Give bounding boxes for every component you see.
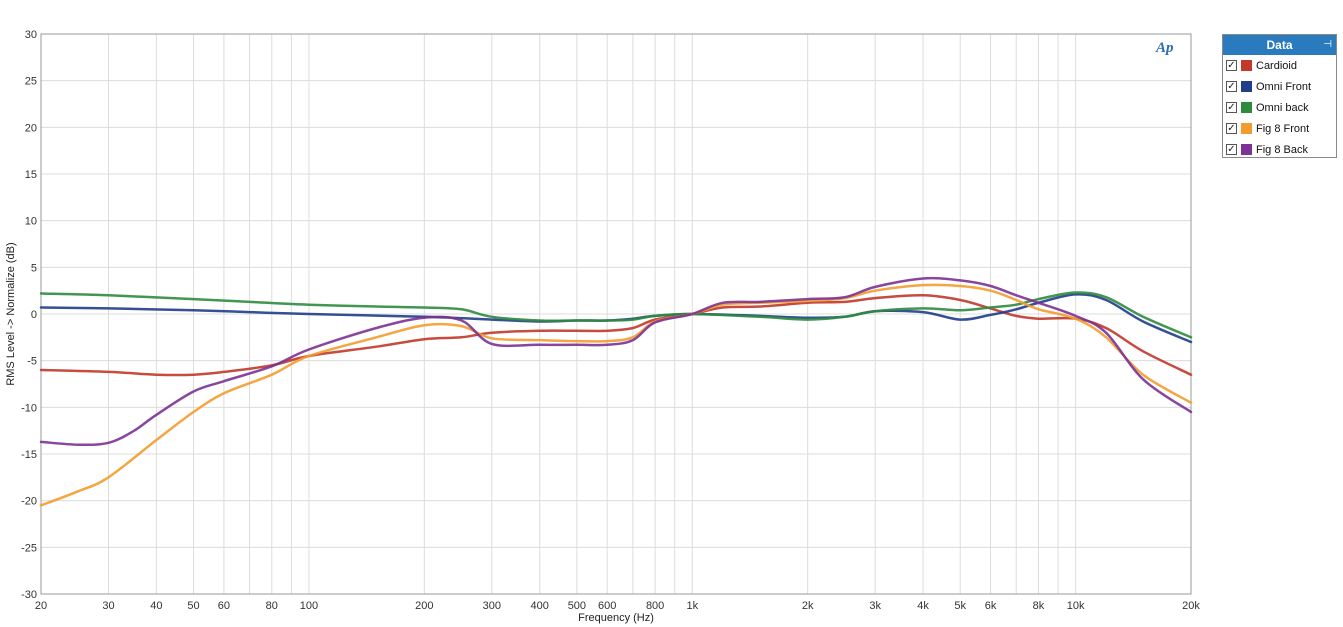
legend-label: Fig 8 Front [1256, 122, 1310, 135]
y-tick-label: -15 [21, 449, 37, 461]
x-tick-label: 8k [1033, 600, 1045, 612]
legend-title: Data [1266, 38, 1293, 52]
x-axis-title: Frequency (Hz) [578, 612, 654, 624]
legend-checkbox[interactable]: ✓ [1226, 143, 1237, 155]
legend-color-swatch [1241, 81, 1252, 92]
legend-header: Data ⊣ [1223, 35, 1336, 55]
x-tick-label: 60 [218, 600, 230, 612]
y-tick-label: 15 [25, 169, 37, 181]
legend-checkbox[interactable]: ✓ [1226, 80, 1237, 92]
x-tick-label: 10k [1067, 600, 1085, 612]
legend-color-swatch [1241, 123, 1252, 134]
x-tick-label: 6k [985, 600, 997, 612]
pin-icon[interactable]: ⊣ [1323, 39, 1332, 50]
x-tick-label: 3k [869, 600, 881, 612]
y-axis-ticks: 30 25 20 15 10 5 0 -5 -10 -15 -20 -25 -30 [21, 29, 37, 601]
x-tick-label: 30 [102, 600, 114, 612]
legend-checkbox[interactable]: ✓ [1226, 59, 1237, 71]
x-tick-label: 200 [415, 600, 433, 612]
legend-label: Omni back [1256, 101, 1309, 114]
ap-logo: Ap [1156, 40, 1174, 56]
legend-label: Cardioid [1256, 59, 1297, 72]
x-tick-label: 1k [686, 600, 698, 612]
grid [41, 34, 1191, 594]
y-tick-label: -25 [21, 542, 37, 554]
legend-item[interactable]: ✓ Cardioid [1223, 55, 1336, 76]
legend-color-swatch [1241, 102, 1252, 113]
legend-label: Fig 8 Back [1256, 143, 1308, 156]
y-tick-label: 30 [25, 29, 37, 41]
plot-frame [40, 33, 1192, 595]
x-tick-label: 80 [266, 600, 278, 612]
y-tick-label: 20 [25, 122, 37, 134]
series-line-fig-8-back [39, 276, 1193, 447]
legend-checkbox[interactable]: ✓ [1226, 101, 1237, 113]
y-tick-label: 5 [31, 262, 37, 274]
x-tick-label: 20k [1182, 600, 1200, 612]
x-tick-label: 100 [300, 600, 318, 612]
legend-panel[interactable]: Data ⊣ ✓ Cardioid ✓ Omni Front ✓ Omni back ✓ Fi… [1222, 34, 1337, 158]
x-tick-label: 4k [917, 600, 929, 612]
y-tick-label: -30 [21, 589, 37, 601]
legend-item[interactable]: ✓ Fig 8 Back [1223, 139, 1336, 160]
series-line-cardioid [39, 294, 1193, 377]
x-tick-label: 400 [531, 600, 549, 612]
x-tick-label: 800 [646, 600, 664, 612]
legend-checkbox[interactable]: ✓ [1226, 122, 1237, 134]
x-tick-label: 2k [802, 600, 814, 612]
y-tick-label: 0 [31, 309, 37, 321]
y-tick-label: -5 [27, 356, 37, 368]
x-tick-label: 300 [483, 600, 501, 612]
legend-item[interactable]: ✓ Fig 8 Front [1223, 118, 1336, 139]
x-tick-label: 5k [954, 600, 966, 612]
y-tick-label: 10 [25, 216, 37, 228]
y-tick-label: 25 [25, 76, 37, 88]
x-tick-label: 500 [568, 600, 586, 612]
legend-items: ✓ Cardioid ✓ Omni Front ✓ Omni back ✓ Fig 8 Fro… [1223, 55, 1336, 160]
legend-item[interactable]: ✓ Omni Front [1223, 76, 1336, 97]
legend-color-swatch [1241, 60, 1252, 71]
y-tick-label: -10 [21, 402, 37, 414]
y-axis-title: RMS Level -> Normalize (dB) [5, 242, 17, 385]
x-tick-label: 20 [35, 600, 47, 612]
x-tick-label: 50 [187, 600, 199, 612]
x-tick-label: 40 [150, 600, 162, 612]
legend-item[interactable]: ✓ Omni back [1223, 97, 1336, 118]
series-line-fig-8-front [39, 283, 1193, 507]
x-tick-label: 600 [598, 600, 616, 612]
series-lines [39, 276, 1193, 507]
x-axis-ticks: 20 30 40 50 60 80 100 200 300 400 500 600 800 1k 2k 3k 4… [35, 600, 1200, 612]
legend-label: Omni Front [1256, 80, 1312, 93]
y-tick-label: -20 [21, 496, 37, 508]
legend-color-swatch [1241, 144, 1252, 155]
